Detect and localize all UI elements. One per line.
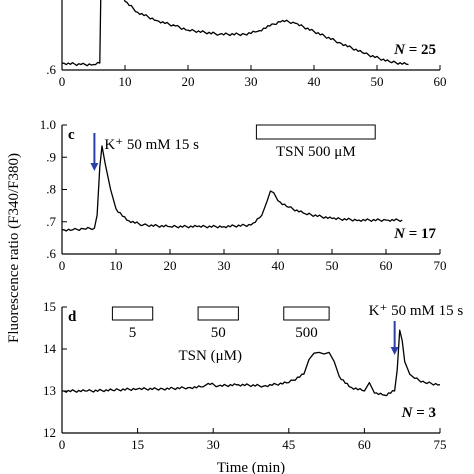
treatment-label: 5 xyxy=(129,325,137,341)
x-tick-label: 60 xyxy=(434,74,447,89)
y-tick-label: 1.0 xyxy=(40,117,56,132)
x-tick-label: 50 xyxy=(326,258,339,273)
panel-label: c xyxy=(68,127,75,143)
y-tick-label: .6 xyxy=(46,62,56,77)
data-line xyxy=(62,0,409,67)
n-count-label: N = 25 xyxy=(393,42,436,58)
x-tick-label: 10 xyxy=(110,258,123,273)
n-count-label: N = 3 xyxy=(401,405,436,421)
x-tick-label: 0 xyxy=(59,74,66,89)
x-tick-label: 30 xyxy=(218,258,231,273)
x-tick-label: 60 xyxy=(358,437,371,452)
x-tick-label: 70 xyxy=(434,258,447,273)
treatment-bar xyxy=(111,306,154,321)
x-tick-label: 40 xyxy=(308,74,321,89)
stimulus-label: K⁺ 50 mM 15 s xyxy=(369,303,464,319)
data-line xyxy=(62,329,440,397)
data-line xyxy=(62,145,403,232)
y-tick-label: .8 xyxy=(46,182,56,197)
x-axis-label: Time (min) xyxy=(217,460,285,474)
x-tick-label: 15 xyxy=(131,437,144,452)
x-tick-label: 50 xyxy=(371,74,384,89)
y-tick-label: .9 xyxy=(46,149,56,164)
treatment-label: TSN 500 μM xyxy=(276,144,356,160)
x-tick-label: 45 xyxy=(282,437,295,452)
treatment-label: 50 xyxy=(211,325,226,341)
y-tick-label: .6 xyxy=(46,246,56,261)
treatment-bar xyxy=(197,306,239,321)
treatment-group-label: TSN (μM) xyxy=(179,348,242,364)
treatment-label: 500 xyxy=(295,325,318,341)
x-tick-label: 75 xyxy=(434,437,447,452)
y-tick-label: 14 xyxy=(43,341,57,356)
x-tick-label: 60 xyxy=(380,258,393,273)
y-axis-label: Fluorescence ratio (F340/F380) xyxy=(6,153,22,343)
stimulus-arrowhead xyxy=(390,347,399,355)
treatment-bar xyxy=(255,124,376,140)
panel-label: d xyxy=(68,309,77,325)
x-tick-label: 20 xyxy=(182,74,195,89)
x-tick-label: 0 xyxy=(59,437,66,452)
x-tick-label: 40 xyxy=(272,258,285,273)
x-tick-label: 10 xyxy=(119,74,132,89)
x-tick-label: 0 xyxy=(59,258,66,273)
stimulus-label: K⁺ 50 mM 15 s xyxy=(104,137,199,153)
x-tick-label: 30 xyxy=(207,437,220,452)
stimulus-arrowhead xyxy=(90,163,99,171)
x-tick-label: 20 xyxy=(164,258,177,273)
chart-panel-2: 0 10 20 30 40 50 60 70 .6 .7 .8 .9 1.0 c N = 17 TSN 500… xyxy=(40,117,447,273)
x-tick-label: 30 xyxy=(245,74,258,89)
y-tick-label: 12 xyxy=(43,425,56,440)
treatment-bar xyxy=(283,306,330,321)
chart-panel-3: 0 15 30 45 60 75 12 13 14 15 d N = 3 5 50 500 TSN (μM) K… xyxy=(43,299,463,452)
y-tick-label: .7 xyxy=(46,214,56,229)
n-count-label: N = 17 xyxy=(393,226,436,242)
y-tick-label: 13 xyxy=(43,383,56,398)
y-tick-label: 15 xyxy=(43,299,56,314)
